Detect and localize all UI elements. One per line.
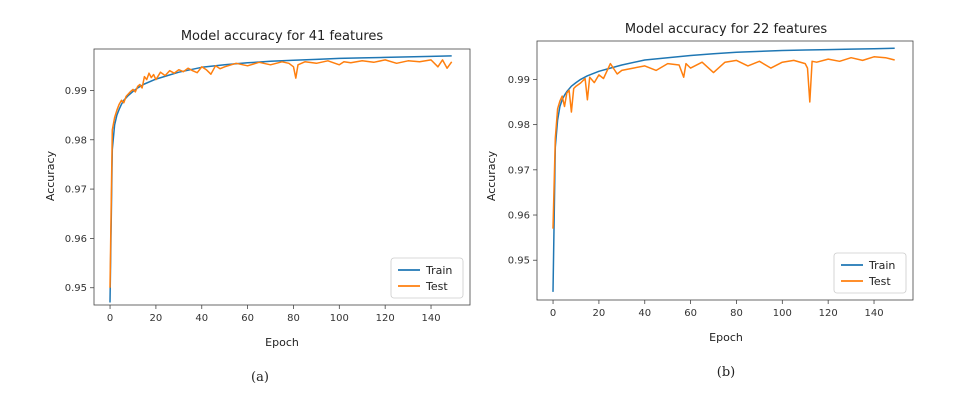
x-tick-label: 100	[773, 308, 792, 319]
x-tick-label: 0	[107, 313, 113, 324]
legend-box	[833, 252, 907, 294]
x-tick-label: 80	[287, 313, 300, 324]
legend-label-test: Test	[425, 280, 448, 293]
chart-a-ylabel: Accuracy	[44, 150, 57, 201]
chart-a-xlabel: Epoch	[265, 336, 299, 349]
legend-box	[390, 257, 464, 299]
chart-b-ylabel: Accuracy	[485, 150, 498, 201]
y-tick-label: 0.95	[508, 256, 530, 267]
y-tick-label: 0.97	[65, 185, 87, 196]
chart-a-caption: (a)	[251, 370, 269, 385]
series-line-train	[109, 55, 452, 303]
x-tick-label: 0	[550, 308, 556, 319]
x-tick-label: 120	[819, 308, 838, 319]
x-tick-label: 80	[730, 308, 743, 319]
chart-b: Model accuracy for 22 features 0 20 40 60 80…	[485, 22, 914, 380]
chart-a-legend: Train Test	[390, 257, 464, 299]
x-tick-label: 60	[241, 313, 254, 324]
y-tick-label: 0.96	[508, 211, 530, 222]
chart-b-xlabel: Epoch	[709, 331, 743, 344]
y-tick-label: 0.99	[65, 86, 87, 97]
chart-b-legend: Train Test	[833, 252, 907, 294]
y-tick-label: 0.97	[508, 165, 530, 176]
y-tick-label: 0.95	[65, 283, 87, 294]
legend-label-train: Train	[425, 264, 452, 277]
y-tick-label: 0.98	[65, 135, 87, 146]
y-tick-label: 0.99	[508, 75, 530, 86]
chart-a-plot: 0 20 40 60 80 100 120 140 0.95 0.96 0.97 0.98 0.99 Tr…	[65, 48, 471, 324]
x-tick-label: 140	[421, 313, 440, 324]
legend-label-test: Test	[868, 275, 891, 288]
legend-label-train: Train	[868, 259, 895, 272]
x-tick-label: 40	[638, 308, 651, 319]
y-tick-label: 0.96	[65, 234, 87, 245]
x-tick-label: 140	[864, 308, 883, 319]
y-tick-label: 0.98	[508, 120, 530, 131]
chart-b-plot: 0 20 40 60 80 100 120 140 0.95 0.96 0.97 0.98 0.99 Tr…	[508, 40, 914, 319]
x-tick-label: 60	[684, 308, 697, 319]
chart-a: Model accuracy for 41 features 0 20 40 60 80…	[44, 29, 471, 385]
chart-b-title: Model accuracy for 22 features	[625, 22, 828, 37]
chart-a-title: Model accuracy for 41 features	[181, 29, 384, 44]
x-tick-label: 100	[330, 313, 349, 324]
x-tick-label: 20	[593, 308, 606, 319]
x-tick-label: 120	[376, 313, 395, 324]
x-tick-label: 20	[150, 313, 163, 324]
x-tick-label: 40	[195, 313, 208, 324]
series-line-test	[109, 59, 453, 288]
series-line-test	[552, 56, 895, 229]
chart-b-caption: (b)	[717, 365, 735, 380]
